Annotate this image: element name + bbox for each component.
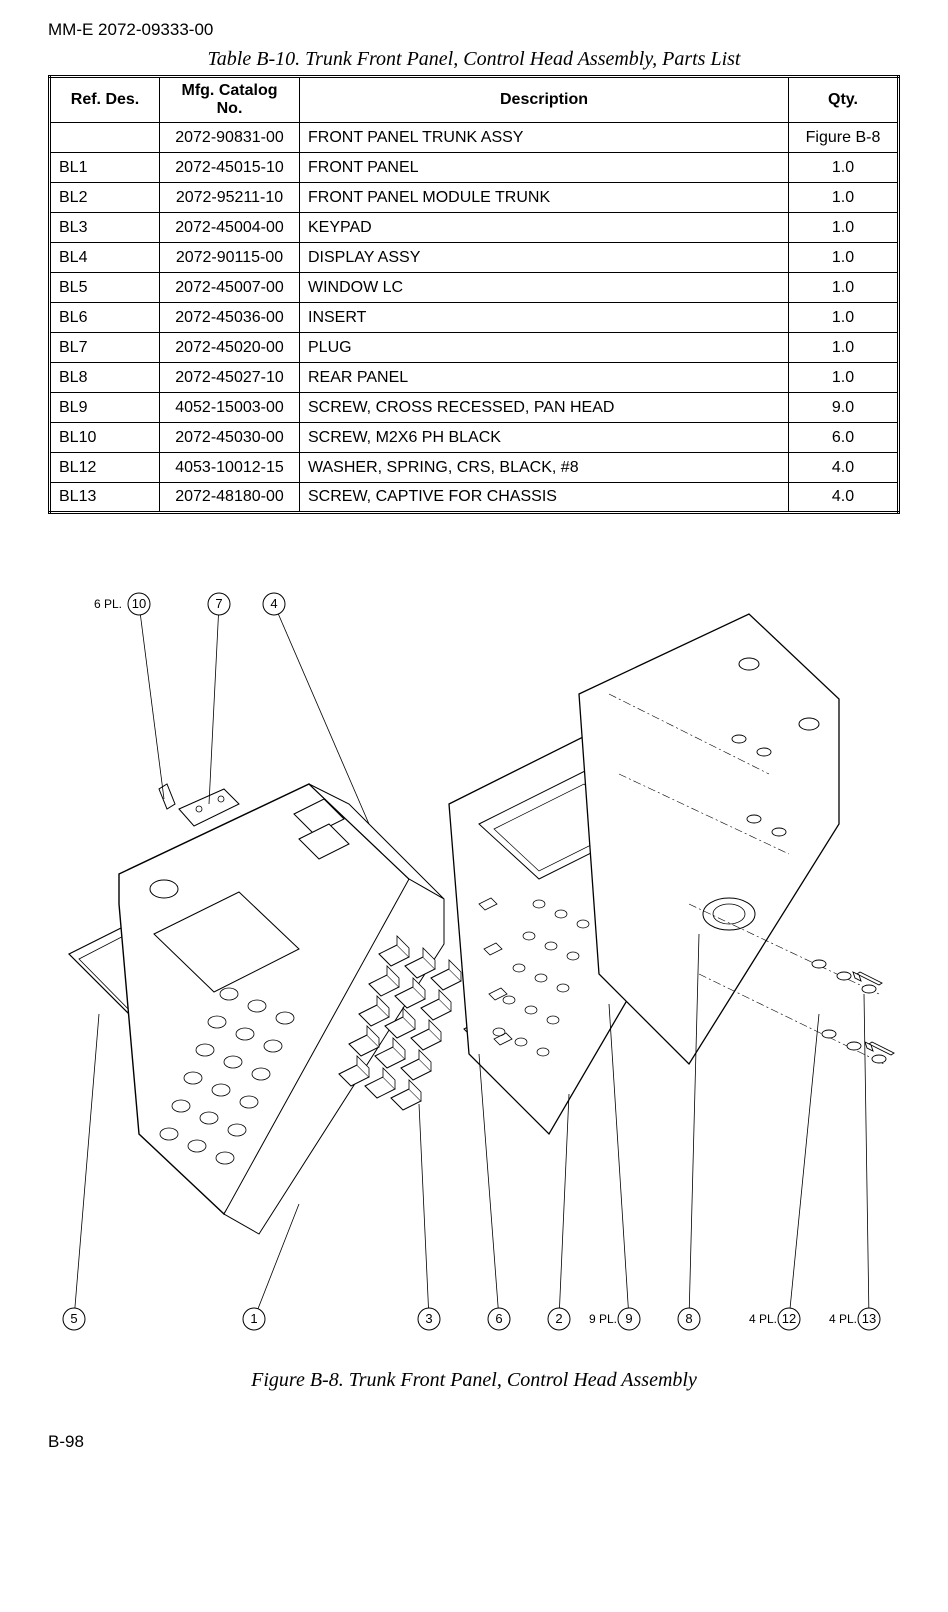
table-row: BL94052-15003-00SCREW, CROSS RECESSED, P…	[50, 393, 899, 423]
cell-qty: 1.0	[789, 153, 899, 183]
cell-qty: Figure B-8	[789, 123, 899, 153]
table-row: BL72072-45020-00PLUG1.0	[50, 333, 899, 363]
cell-ref: BL4	[50, 243, 160, 273]
cell-desc: KEYPAD	[300, 213, 789, 243]
header-qty: Qty.	[789, 77, 899, 123]
svg-text:9: 9	[625, 1311, 632, 1326]
svg-text:3: 3	[425, 1311, 432, 1326]
page-number: B-98	[48, 1432, 900, 1452]
header-desc: Description	[300, 77, 789, 123]
cell-qty: 1.0	[789, 213, 899, 243]
cell-ref: BL2	[50, 183, 160, 213]
cell-mfg: 2072-95211-10	[160, 183, 300, 213]
cell-qty: 1.0	[789, 333, 899, 363]
table-row: BL124053-10012-15WASHER, SPRING, CRS, BL…	[50, 453, 899, 483]
header-mfg: Mfg. Catalog No.	[160, 77, 300, 123]
cell-ref: BL5	[50, 273, 160, 303]
cell-ref	[50, 123, 160, 153]
cell-qty: 4.0	[789, 483, 899, 513]
table-row: BL42072-90115-00DISPLAY ASSY1.0	[50, 243, 899, 273]
cell-mfg: 2072-45036-00	[160, 303, 300, 333]
cell-qty: 1.0	[789, 243, 899, 273]
cell-desc: FRONT PANEL	[300, 153, 789, 183]
cell-mfg: 2072-45015-10	[160, 153, 300, 183]
table-row: BL52072-45007-00WINDOW LC1.0	[50, 273, 899, 303]
svg-text:10: 10	[132, 596, 146, 611]
svg-text:9 PL.: 9 PL.	[589, 1312, 617, 1326]
svg-text:6: 6	[495, 1311, 502, 1326]
cell-ref: BL3	[50, 213, 160, 243]
table-row: BL102072-45030-00SCREW, M2X6 PH BLACK6.0	[50, 423, 899, 453]
svg-text:4: 4	[270, 596, 277, 611]
svg-text:6 PL.: 6 PL.	[94, 597, 122, 611]
cell-ref: BL13	[50, 483, 160, 513]
table-row: BL82072-45027-10REAR PANEL1.0	[50, 363, 899, 393]
cell-ref: BL1	[50, 153, 160, 183]
table-row: BL32072-45004-00KEYPAD1.0	[50, 213, 899, 243]
cell-desc: SCREW, CAPTIVE FOR CHASSIS	[300, 483, 789, 513]
cell-mfg: 2072-48180-00	[160, 483, 300, 513]
cell-mfg: 2072-45030-00	[160, 423, 300, 453]
svg-text:4 PL.: 4 PL.	[829, 1312, 857, 1326]
svg-text:12: 12	[782, 1311, 796, 1326]
cell-desc: FRONT PANEL MODULE TRUNK	[300, 183, 789, 213]
svg-text:5: 5	[70, 1311, 77, 1326]
cell-mfg: 2072-45020-00	[160, 333, 300, 363]
svg-text:2: 2	[555, 1311, 562, 1326]
table-row: BL62072-45036-00INSERT1.0	[50, 303, 899, 333]
cell-ref: BL8	[50, 363, 160, 393]
cell-desc: WINDOW LC	[300, 273, 789, 303]
cell-desc: PLUG	[300, 333, 789, 363]
cell-mfg: 2072-90115-00	[160, 243, 300, 273]
svg-text:4 PL.: 4 PL.	[749, 1312, 777, 1326]
cell-desc: SCREW, M2X6 PH BLACK	[300, 423, 789, 453]
cell-desc: REAR PANEL	[300, 363, 789, 393]
figure-caption: Figure B-8. Trunk Front Panel, Control H…	[48, 1369, 900, 1392]
cell-desc: INSERT	[300, 303, 789, 333]
table-title: Table B-10. Trunk Front Panel, Control H…	[48, 48, 900, 71]
document-id: MM-E 2072-09333-00	[48, 20, 900, 40]
svg-text:8: 8	[685, 1311, 692, 1326]
cell-ref: BL12	[50, 453, 160, 483]
cell-desc: SCREW, CROSS RECESSED, PAN HEAD	[300, 393, 789, 423]
parts-table: Ref. Des. Mfg. Catalog No. Description Q…	[48, 75, 900, 514]
cell-mfg: 4052-15003-00	[160, 393, 300, 423]
cell-ref: BL7	[50, 333, 160, 363]
svg-text:1: 1	[250, 1311, 257, 1326]
table-row: BL22072-95211-10FRONT PANEL MODULE TRUNK…	[50, 183, 899, 213]
table-header-row: Ref. Des. Mfg. Catalog No. Description Q…	[50, 77, 899, 123]
cell-desc: WASHER, SPRING, CRS, BLACK, #8	[300, 453, 789, 483]
cell-desc: FRONT PANEL TRUNK ASSY	[300, 123, 789, 153]
cell-desc: DISPLAY ASSY	[300, 243, 789, 273]
cell-mfg: 2072-45004-00	[160, 213, 300, 243]
cell-qty: 9.0	[789, 393, 899, 423]
cell-qty: 6.0	[789, 423, 899, 453]
cell-mfg: 2072-45027-10	[160, 363, 300, 393]
cell-ref: BL10	[50, 423, 160, 453]
cell-ref: BL6	[50, 303, 160, 333]
cell-qty: 1.0	[789, 273, 899, 303]
cell-qty: 4.0	[789, 453, 899, 483]
cell-qty: 1.0	[789, 363, 899, 393]
cell-mfg: 2072-90831-00	[160, 123, 300, 153]
cell-qty: 1.0	[789, 303, 899, 333]
svg-text:7: 7	[215, 596, 222, 611]
svg-text:13: 13	[862, 1311, 876, 1326]
table-row: 2072-90831-00FRONT PANEL TRUNK ASSYFigur…	[50, 123, 899, 153]
cell-qty: 1.0	[789, 183, 899, 213]
header-ref: Ref. Des.	[50, 77, 160, 123]
table-row: BL12072-45015-10FRONT PANEL1.0	[50, 153, 899, 183]
exploded-diagram: 106 PL.745136299 PL.8124 PL.134 PL.	[48, 574, 900, 1359]
table-row: BL132072-48180-00SCREW, CAPTIVE FOR CHAS…	[50, 483, 899, 513]
cell-mfg: 4053-10012-15	[160, 453, 300, 483]
cell-mfg: 2072-45007-00	[160, 273, 300, 303]
cell-ref: BL9	[50, 393, 160, 423]
